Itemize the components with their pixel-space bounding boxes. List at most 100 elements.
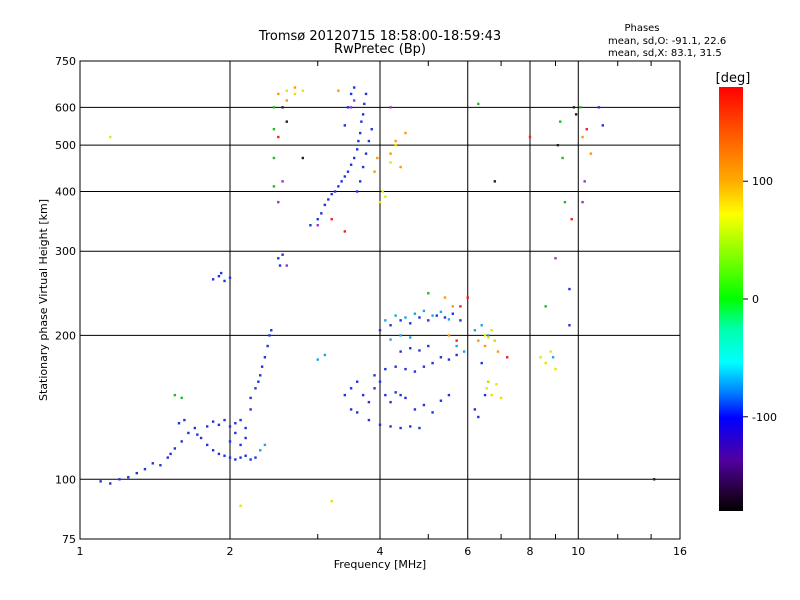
data-point: [427, 292, 430, 295]
data-point: [109, 482, 112, 485]
data-point: [439, 399, 443, 402]
x-tick-label: 6: [464, 545, 471, 558]
data-point: [487, 334, 490, 337]
data-point: [358, 180, 362, 183]
data-point: [193, 426, 197, 430]
data-point: [234, 458, 237, 461]
data-point: [330, 499, 333, 503]
data-point: [409, 425, 412, 428]
data-point: [272, 106, 276, 109]
data-point: [394, 391, 397, 394]
data-point: [211, 449, 215, 452]
data-point: [254, 387, 257, 390]
data-point: [409, 347, 412, 350]
data-point: [349, 163, 353, 166]
data-point: [285, 89, 288, 92]
data-point: [166, 456, 169, 459]
data-point: [118, 478, 121, 481]
data-point: [249, 458, 252, 461]
data-point: [337, 185, 340, 188]
data-point: [431, 411, 434, 414]
data-point: [487, 336, 490, 339]
data-point: [413, 370, 417, 373]
data-point: [285, 120, 288, 123]
data-point: [394, 365, 397, 368]
data-point: [330, 218, 333, 221]
data-point: [451, 312, 455, 315]
x-tick-label: 4: [377, 545, 384, 558]
data-point: [254, 456, 257, 459]
data-point: [549, 350, 552, 353]
data-point: [493, 180, 497, 183]
data-point: [477, 339, 480, 342]
data-point: [559, 120, 562, 123]
data-point: [361, 393, 365, 397]
data-point: [480, 361, 483, 365]
data-point: [293, 86, 297, 89]
data-point: [263, 356, 267, 359]
data-point: [217, 274, 221, 278]
y-tick-label: 500: [55, 139, 76, 152]
data-point: [378, 423, 382, 427]
data-point: [352, 156, 356, 160]
data-point: [477, 102, 480, 106]
data-point: [260, 365, 264, 368]
data-point: [384, 319, 387, 322]
data-point: [323, 353, 327, 357]
data-point: [361, 165, 365, 169]
data-point: [343, 175, 347, 178]
data-point: [358, 131, 362, 135]
data-point: [554, 257, 557, 260]
data-point: [389, 338, 392, 341]
y-tick-label: 750: [55, 55, 76, 68]
data-point: [409, 322, 412, 325]
data-point: [572, 106, 576, 109]
data-point: [585, 127, 588, 131]
y-tick-label: 300: [55, 245, 76, 258]
data-point: [473, 329, 477, 332]
data-point: [556, 143, 560, 147]
data-point: [418, 426, 421, 430]
data-point: [263, 443, 267, 447]
data-point: [483, 334, 487, 337]
data-point: [447, 318, 451, 321]
data-point: [367, 139, 371, 143]
data-point: [223, 454, 226, 457]
phases-heading: Phases: [624, 23, 659, 34]
data-point: [563, 200, 567, 204]
data-point: [340, 180, 343, 183]
data-point: [554, 367, 557, 371]
data-point: [447, 334, 451, 337]
data-point: [272, 185, 276, 188]
data-point: [409, 336, 412, 339]
data-point: [249, 396, 252, 400]
plot-frame: [79, 60, 681, 540]
data-point: [477, 415, 480, 419]
data-point: [272, 127, 276, 131]
data-point: [389, 425, 392, 428]
y-tick-label: 100: [55, 473, 76, 486]
data-point: [589, 152, 593, 155]
data-point: [180, 396, 183, 400]
data-point: [384, 195, 387, 198]
data-point: [389, 324, 392, 327]
data-point: [281, 180, 284, 183]
data-point: [399, 393, 402, 397]
data-point: [320, 212, 323, 215]
data-point: [389, 152, 392, 155]
data-point: [357, 139, 360, 143]
data-point: [579, 106, 582, 109]
y-tick-label: 75: [62, 533, 76, 546]
data-point: [404, 131, 407, 135]
data-point: [323, 203, 327, 207]
data-point: [381, 190, 384, 193]
data-point: [373, 387, 376, 390]
data-point: [483, 344, 487, 348]
data-point: [459, 319, 462, 322]
data-point: [581, 135, 584, 139]
data-point: [244, 454, 247, 457]
data-point: [490, 329, 493, 332]
data-point: [135, 471, 138, 475]
data-point: [159, 464, 162, 467]
colorbar: [719, 87, 743, 511]
